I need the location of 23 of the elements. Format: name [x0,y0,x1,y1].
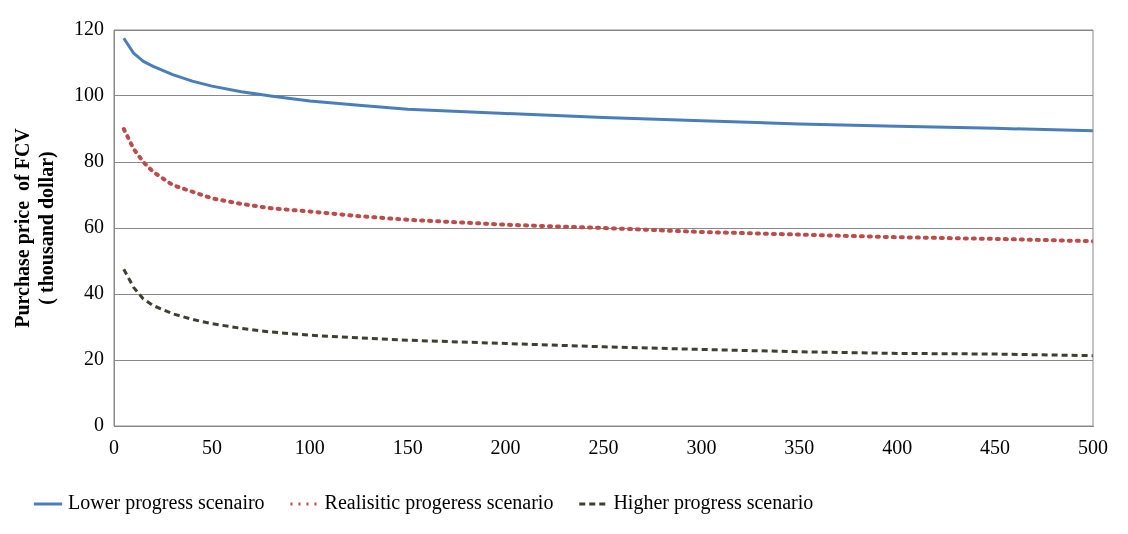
y-tick-label: 80 [84,149,104,172]
y-tick-label: 100 [74,83,104,106]
x-tick-label: 350 [784,436,815,459]
legend-label: Realisitic progeress scenario [324,491,554,515]
y-tick-label: 120 [74,17,104,40]
x-tick-label: 450 [980,436,1011,459]
x-tick-label: 200 [490,436,521,459]
x-tick-label: 250 [588,436,619,459]
x-tick-label: 400 [882,436,913,459]
legend-label: Lower progress scenairo [68,491,265,515]
y-axis-title: Purchase price of FCV ( thousand dollar) [11,127,59,328]
y-tick-label: 40 [84,281,104,304]
legend-label: Higher progress scenario [613,491,814,515]
y-tick-label: 20 [84,347,104,370]
x-tick-label: 50 [201,436,222,459]
x-tick-label: 500 [1078,436,1108,459]
line-series [121,127,1093,244]
y-tick-label: 0 [94,413,104,436]
x-tick-label: 100 [294,436,325,459]
x-tick-label: 0 [109,436,119,459]
x-tick-label: 300 [686,436,717,459]
x-tick-label: 150 [392,436,423,459]
y-tick-label: 60 [84,215,104,238]
